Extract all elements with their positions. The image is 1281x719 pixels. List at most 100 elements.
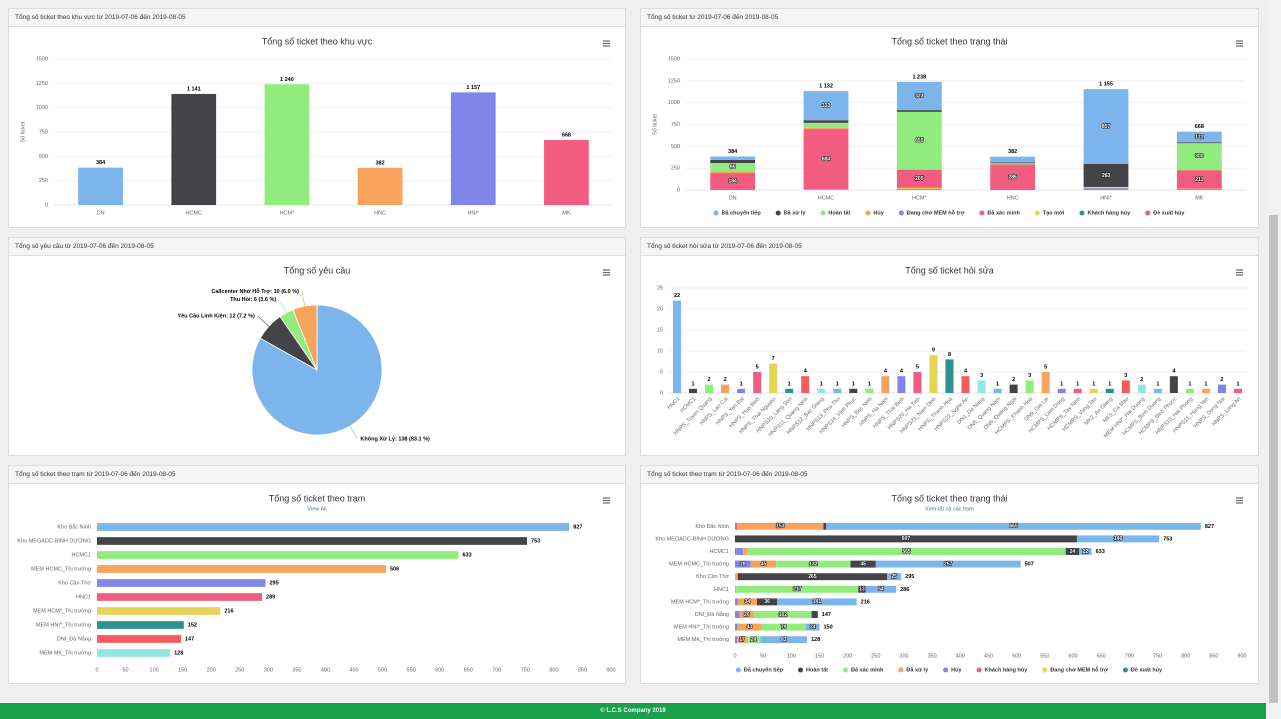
x-tick-label: 400 — [321, 667, 330, 673]
x-tick-label: 600 — [435, 667, 444, 673]
bar-segment — [760, 636, 808, 644]
data-label: 4 — [900, 369, 904, 375]
bar-segment — [826, 522, 1201, 530]
scrollbar[interactable] — [1266, 0, 1281, 719]
legend-symbol[interactable] — [820, 210, 826, 216]
legend-label[interactable]: Hủy — [951, 667, 962, 673]
legend-symbol[interactable] — [898, 210, 904, 216]
legend-label[interactable]: Khách hàng hủy — [985, 667, 1029, 673]
footer: © L.C.S Company 2019 — [0, 703, 1266, 719]
legend-label[interactable]: Tạo mới — [1043, 210, 1065, 216]
segment-label: 211 — [1195, 177, 1203, 183]
x-tick-label: HNPS_Long An — [1211, 396, 1242, 427]
legend-symbol[interactable] — [979, 210, 985, 216]
x-tick-label: 750 — [1153, 653, 1162, 659]
bar-segment — [737, 522, 824, 530]
bar-segment — [710, 156, 756, 160]
y-tick-label: 20 — [657, 306, 663, 312]
chart: Tổng số yêu cầu Không Xử Lý: 138 (83.1 %)… — [177, 265, 610, 442]
bar-segment — [735, 598, 738, 606]
menu-icon[interactable] — [603, 269, 610, 276]
legend-label[interactable]: Đề xuất hủy — [1131, 666, 1163, 673]
bar-segment — [710, 159, 756, 164]
segment-label: 102 — [779, 612, 788, 618]
x-tick-label: 900 — [606, 667, 615, 673]
bar — [705, 384, 714, 393]
y-tick-label: 1250 — [36, 81, 48, 87]
data-label: Không Xử Lý: 138 (83.1 %) — [360, 436, 430, 442]
bar-segment — [710, 173, 756, 190]
legend-label[interactable]: Đã xác minh — [987, 210, 1020, 216]
legend-symbol[interactable] — [976, 667, 982, 673]
data-label: 4 — [1172, 369, 1176, 375]
legend-symbol[interactable] — [1042, 667, 1048, 673]
bar-segment — [896, 169, 942, 170]
y-tick-label: Kho MEGADC-BÌNH DƯƠNG — [655, 535, 729, 542]
segment-label: 25 — [891, 574, 897, 580]
total-label: 286 — [900, 587, 909, 593]
legend-symbol[interactable] — [1122, 667, 1128, 673]
legend-symbol[interactable] — [798, 667, 804, 673]
legend-symbol[interactable] — [735, 667, 741, 673]
legend-label[interactable]: Đề xuất hủy — [1153, 209, 1185, 216]
legend-label[interactable]: Đã chuyển tiếp — [722, 209, 762, 216]
y-tick-label: 1000 — [36, 105, 48, 111]
bar-segment — [756, 598, 778, 606]
x-tick-label: 700 — [492, 667, 501, 673]
menu-icon[interactable] — [1236, 269, 1243, 276]
legend-label[interactable]: Đã chuyển tiếp — [744, 666, 784, 673]
legend-symbol[interactable] — [1034, 210, 1040, 216]
chart: Tổng số ticket theo trạng thái Xem tất cả… — [655, 493, 1246, 673]
bar — [753, 372, 762, 393]
bar-segment — [805, 623, 820, 631]
bar — [817, 388, 826, 393]
y-tick-label: 0 — [45, 202, 48, 208]
legend-label[interactable]: Đã xử lý — [784, 210, 807, 216]
panel-header: Tổng số ticket theo trạm từ 2019-07-06 đ… — [641, 466, 1258, 484]
y-tick-label: MEM HNI*_Thị trường — [36, 622, 91, 628]
chart-title: Tổng số ticket theo khu vực — [262, 36, 373, 46]
legend-label[interactable]: Khách hàng hủy — [1087, 210, 1131, 216]
x-tick-label: HNC1 — [667, 396, 682, 411]
legend-symbol[interactable] — [1079, 210, 1085, 216]
bar-segment — [990, 162, 1036, 164]
legend-symbol[interactable] — [898, 667, 904, 673]
menu-icon[interactable] — [1236, 40, 1243, 47]
menu-icon[interactable] — [603, 40, 610, 47]
bar — [97, 635, 181, 643]
bar — [1041, 372, 1050, 393]
panel: Tổng số ticket từ 2019-07-06 đến 2019-08… — [640, 8, 1259, 228]
legend-label[interactable]: Đã xử lý — [906, 667, 929, 673]
bar — [1169, 376, 1178, 393]
x-tick-label: 300 — [264, 667, 273, 673]
legend-symbol[interactable] — [713, 210, 719, 216]
legend-symbol[interactable] — [865, 210, 871, 216]
legend-symbol[interactable] — [775, 210, 781, 216]
bar — [78, 167, 123, 205]
menu-icon[interactable] — [1236, 497, 1243, 504]
bar-segment — [803, 122, 849, 128]
segment-label: 28 — [740, 561, 746, 567]
panel: Tổng số ticket hỏi sửa từ 2019-07-06 đến… — [640, 237, 1259, 456]
legend-label[interactable]: Đang chờ MEM hỗ trợ — [1050, 666, 1108, 673]
segment-label: 655 — [915, 138, 924, 144]
bar-segment — [896, 187, 942, 190]
y-tick-label: 250 — [671, 166, 680, 172]
y-tick-label: 1500 — [36, 56, 48, 62]
legend-symbol[interactable] — [843, 667, 849, 673]
legend-label[interactable]: Hoàn tất — [828, 209, 850, 216]
bar-segment — [735, 623, 738, 631]
data-label: 2 — [724, 377, 727, 383]
scroll-thumb[interactable] — [1269, 215, 1278, 703]
legend-label[interactable]: Hoàn tất — [806, 666, 828, 673]
y-tick-label: Kho Cần Thơ — [58, 580, 91, 586]
legend-symbol[interactable] — [1145, 210, 1151, 216]
legend-label[interactable]: Hủy — [873, 210, 884, 216]
x-tick-label: 550 — [1040, 653, 1049, 659]
bar-segment — [737, 636, 747, 644]
legend-symbol[interactable] — [943, 667, 949, 673]
legend-label[interactable]: Đang chờ MEM hỗ trợ — [907, 209, 965, 216]
bar — [1057, 388, 1066, 393]
menu-icon[interactable] — [603, 497, 610, 504]
legend-label[interactable]: Đã xác minh — [851, 667, 884, 673]
